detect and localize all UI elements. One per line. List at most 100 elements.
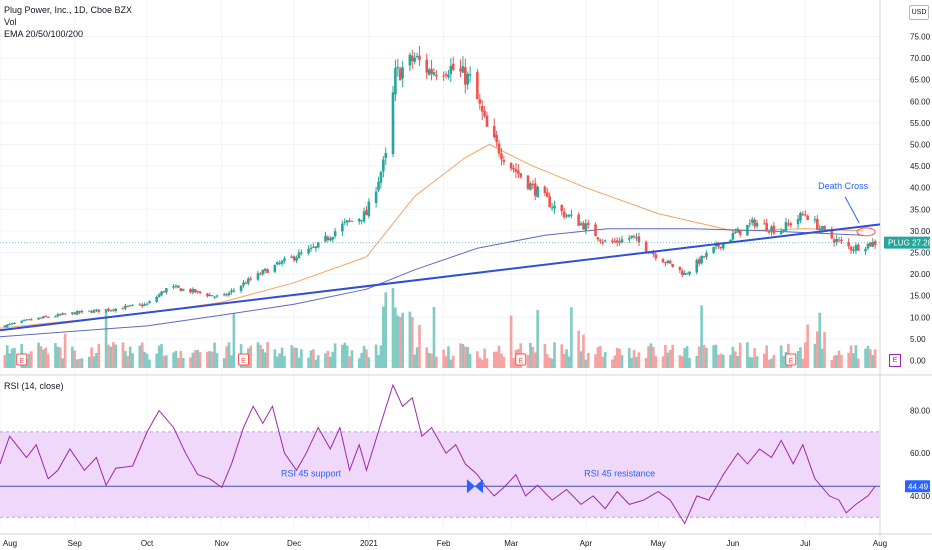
volume-bar [329,356,332,368]
candle-body [196,290,199,292]
candle-body [497,143,501,154]
candle-body [770,226,773,232]
candle-body [550,207,554,209]
candle-body [242,282,245,286]
candle-body [198,291,202,293]
candle-body [584,223,588,231]
price-tick-label: 65.00 [910,76,931,85]
candle-body [787,223,790,225]
volume-bar [189,357,192,368]
candle-body [784,222,788,232]
candle-body [367,201,371,217]
volume-bar [512,357,515,368]
candle-body [594,224,597,237]
volume-bar [193,350,197,368]
volume-bar [830,359,834,368]
volume-bar [869,349,872,368]
candle-body [425,59,429,73]
candle-body [8,323,11,325]
candle-body [112,309,115,311]
candle-body [140,304,144,307]
candle-body [714,244,718,247]
candle-body [765,223,768,231]
candle-body [307,248,310,254]
volume-bar [348,356,351,368]
volume-bar [92,356,96,368]
volume-bar [46,354,50,368]
candle-body [225,294,228,296]
candle-body [611,240,614,243]
candle-body [374,191,378,203]
volume-bar [700,305,703,368]
candle-body [165,288,168,293]
volume-bar [78,358,81,368]
trendline [0,223,881,332]
candle-body [177,285,180,288]
volume-bar [350,350,354,368]
volume-bar [721,354,725,368]
volume-bar [570,307,573,368]
volume-bar [685,346,689,368]
volume-bar [396,315,400,368]
candle-body [729,239,732,243]
candle-body [232,290,236,292]
volume-bar [177,357,180,368]
volume-bar [292,347,296,368]
volume-bar [75,359,79,368]
candle-body [13,322,16,324]
price-tick-label: 10.00 [910,313,931,322]
volume-bar [526,355,530,368]
volume-bar [702,344,706,368]
volume-label: Vol [4,17,17,27]
volume-bar [772,354,776,368]
volume-bar [398,316,402,368]
candle-body [832,239,836,243]
volume-bar [849,345,853,368]
volume-bar [360,352,363,368]
currency-button[interactable]: USD [909,5,929,20]
candle-body [601,242,605,244]
volume-bar [630,357,633,368]
rsi-bowtie-marker [466,479,483,494]
death-cross-circle [856,227,876,237]
death-cross-label: Death Cross [818,181,869,191]
volume-bar [309,350,313,368]
candle-body [803,214,807,216]
volume-bar [222,358,226,368]
volume-bar [227,342,231,368]
candle-body [379,172,383,183]
volume-bar [480,359,484,368]
candle-body [570,214,573,216]
volume-bar [280,347,284,368]
volume-bar [259,344,262,368]
price-tick-label: 30.00 [910,227,931,236]
candle-body [536,186,539,198]
time-tick-label: May [651,539,666,548]
candle-body [22,320,26,322]
volume-bar [374,344,378,368]
candle-body [290,256,294,258]
candle-body [239,285,243,291]
time-tick-label: 2021 [360,539,378,548]
volume-bar [603,351,607,368]
volume-bar [300,349,303,368]
rsi-band [0,431,880,518]
candle-body [854,245,858,251]
rsi-title: RSI (14, close) [4,381,64,391]
volume-bar [620,355,624,368]
candle-body [736,228,740,233]
candle-body [71,312,74,314]
candle-body [191,288,195,293]
volume-bar [652,347,655,368]
candle-body [545,192,549,197]
svg-text:E: E [241,358,246,365]
volume-bar [415,347,419,368]
candle-body [278,263,281,265]
volume-bar [818,312,822,368]
volume-bar [266,342,269,368]
volume-bar [584,359,588,368]
candle-body [483,110,486,117]
volume-bar [635,356,638,368]
volume-bar [345,345,349,368]
